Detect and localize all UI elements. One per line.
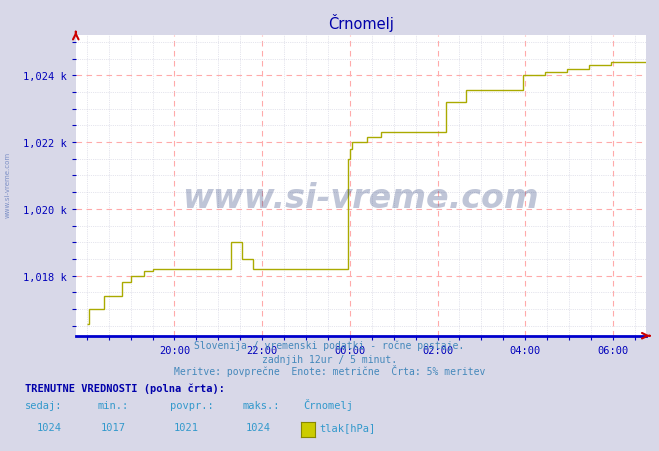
Text: 1017: 1017 (101, 422, 126, 432)
Text: www.si-vreme.com: www.si-vreme.com (5, 152, 11, 218)
Text: maks.:: maks.: (243, 400, 280, 410)
Title: Črnomelj: Črnomelj (328, 14, 393, 32)
Text: zadnjih 12ur / 5 minut.: zadnjih 12ur / 5 minut. (262, 354, 397, 364)
Text: sedaj:: sedaj: (25, 400, 63, 410)
Text: povpr.:: povpr.: (170, 400, 214, 410)
Text: Meritve: povprečne  Enote: metrične  Črta: 5% meritev: Meritve: povprečne Enote: metrične Črta:… (174, 364, 485, 376)
Text: 1024: 1024 (36, 422, 61, 432)
Text: tlak[hPa]: tlak[hPa] (320, 422, 376, 432)
Text: min.:: min.: (98, 400, 129, 410)
Text: www.si-vreme.com: www.si-vreme.com (183, 182, 539, 215)
Text: TRENUTNE VREDNOSTI (polna črta):: TRENUTNE VREDNOSTI (polna črta): (25, 383, 225, 393)
Text: 1021: 1021 (173, 422, 198, 432)
Text: Slovenija / vremenski podatki - ročne postaje.: Slovenija / vremenski podatki - ročne po… (194, 340, 465, 350)
Text: Črnomelj: Črnomelj (303, 398, 353, 410)
Text: 1024: 1024 (246, 422, 271, 432)
